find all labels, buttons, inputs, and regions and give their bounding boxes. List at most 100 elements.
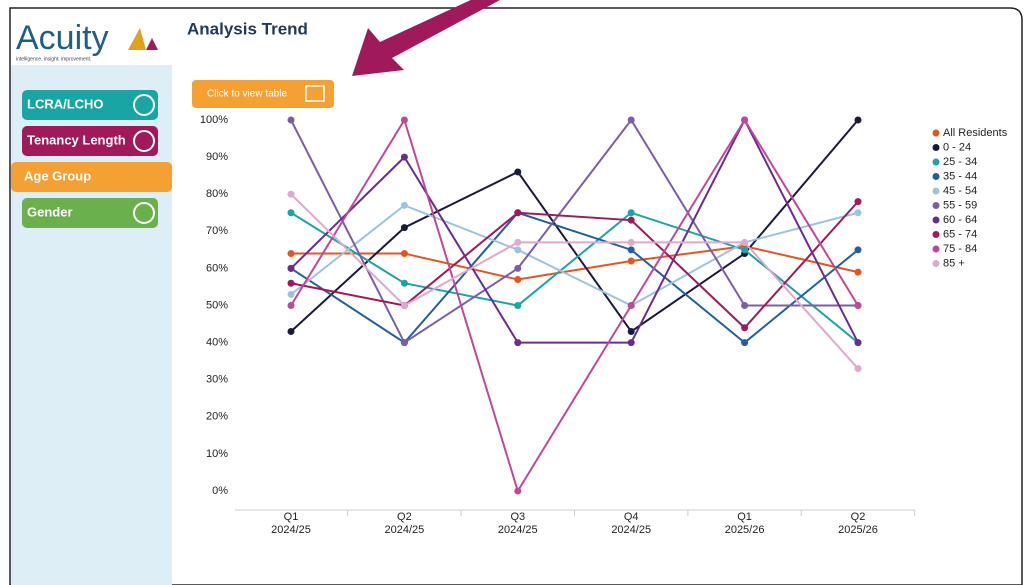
x-tick-label: Q3 2024/25	[498, 511, 538, 536]
data-point	[854, 209, 862, 217]
data-point	[627, 246, 635, 254]
y-tick-label: 30%	[206, 374, 228, 386]
logo-tagline: intelligence. insight. improvement.	[16, 56, 91, 62]
legend-marker	[932, 144, 940, 151]
data-point	[287, 327, 295, 335]
data-point	[627, 238, 635, 246]
legend-label: 0 - 24	[943, 141, 971, 153]
legend-label: 35 - 44	[943, 170, 977, 182]
series-line	[290, 117, 859, 494]
nav-label[interactable]: LCRA/LCHO	[27, 96, 104, 111]
legend-label: 60 - 64	[943, 214, 977, 226]
x-tick-line: 2025/26	[838, 524, 878, 536]
series-line	[291, 245, 859, 281]
data-point	[741, 339, 749, 347]
legend-label: 75 - 84	[943, 243, 977, 255]
data-point	[287, 264, 295, 272]
nav-item[interactable]: Tenancy Length	[22, 126, 158, 156]
data-point	[854, 116, 862, 124]
data-point	[287, 116, 295, 124]
data-point	[400, 153, 408, 161]
legend-label: All Residents	[943, 127, 1008, 139]
data-point	[854, 365, 862, 373]
y-tick-label: 60%	[206, 262, 228, 274]
legend-marker	[932, 158, 940, 166]
data-point	[400, 339, 408, 347]
data-point	[400, 201, 408, 209]
nav-label[interactable]: Age Group	[24, 168, 91, 183]
data-point	[627, 216, 635, 224]
data-point	[514, 209, 522, 217]
data-point	[741, 238, 749, 246]
logo-icon	[146, 38, 158, 50]
data-point	[287, 302, 295, 309]
data-point	[741, 302, 749, 309]
x-tick-line: 2024/25	[498, 524, 538, 536]
x-tick-label: Q4 2024/25	[611, 511, 651, 536]
data-point	[514, 264, 522, 272]
data-point	[627, 327, 635, 335]
x-tick-label: Q1 2025/26	[725, 511, 765, 536]
data-point	[287, 290, 295, 298]
y-tick-label: 0%	[212, 485, 228, 497]
series-line	[290, 119, 859, 333]
x-tick-line: Q4	[624, 511, 639, 523]
y-tick-label: 40%	[206, 337, 228, 349]
series-line	[290, 200, 859, 330]
legend-marker	[932, 202, 940, 209]
data-point	[627, 302, 635, 309]
data-point	[627, 116, 635, 124]
x-tick-line: 2025/26	[725, 524, 765, 536]
data-point	[400, 116, 408, 124]
legend-marker	[932, 173, 940, 180]
legend-label: 45 - 54	[943, 185, 977, 197]
nav-item[interactable]: Gender	[22, 198, 158, 228]
data-point	[514, 339, 522, 347]
data-point	[741, 116, 749, 124]
x-tick-line: 2024/25	[271, 524, 311, 536]
data-point	[287, 250, 295, 258]
legend-marker	[932, 216, 940, 224]
chart-title: Analysis Trend	[187, 19, 308, 38]
data-point	[400, 224, 408, 232]
legend-marker	[932, 245, 940, 253]
data-point	[854, 246, 862, 254]
data-point	[627, 257, 635, 265]
x-tick-line: 2024/25	[611, 524, 651, 536]
x-tick-line: Q2	[397, 511, 412, 523]
logo-name: Acuity	[16, 19, 109, 57]
legend-label: 65 - 74	[943, 228, 977, 240]
data-point	[514, 302, 522, 309]
x-tick-label: Q1 2024/25	[271, 511, 311, 536]
logo-area	[11, 9, 172, 65]
nav-label[interactable]: Tenancy Length	[27, 132, 126, 147]
data-point	[854, 302, 862, 309]
series-line	[290, 211, 859, 344]
data-point	[400, 279, 408, 287]
data-point	[627, 339, 635, 347]
view-table-button[interactable]: Click to view table	[192, 80, 334, 108]
data-point	[514, 168, 522, 176]
data-point	[741, 246, 749, 254]
x-tick-line: Q3	[510, 511, 525, 523]
button-label[interactable]: Click to view table	[207, 89, 287, 100]
data-point	[287, 209, 295, 217]
data-point	[854, 339, 862, 347]
legend-marker	[932, 231, 940, 238]
nav-label[interactable]: Gender	[27, 204, 73, 219]
nav-item[interactable]: Age Group	[11, 162, 172, 192]
y-tick-label: 10%	[206, 448, 228, 460]
x-tick-line: Q1	[737, 511, 752, 523]
x-tick-line: Q2	[851, 511, 866, 523]
logo-icon	[128, 28, 146, 50]
x-tick-label: Q2 2024/25	[385, 511, 425, 536]
series-line	[290, 204, 859, 307]
nav-item[interactable]: LCRA/LCHO	[22, 90, 158, 120]
legend-marker	[932, 129, 940, 137]
y-tick-label: 70%	[206, 225, 228, 237]
legend-label: 25 - 34	[943, 156, 977, 168]
legend-marker	[932, 187, 940, 195]
panel	[9, 7, 1023, 585]
series-line	[290, 117, 859, 344]
